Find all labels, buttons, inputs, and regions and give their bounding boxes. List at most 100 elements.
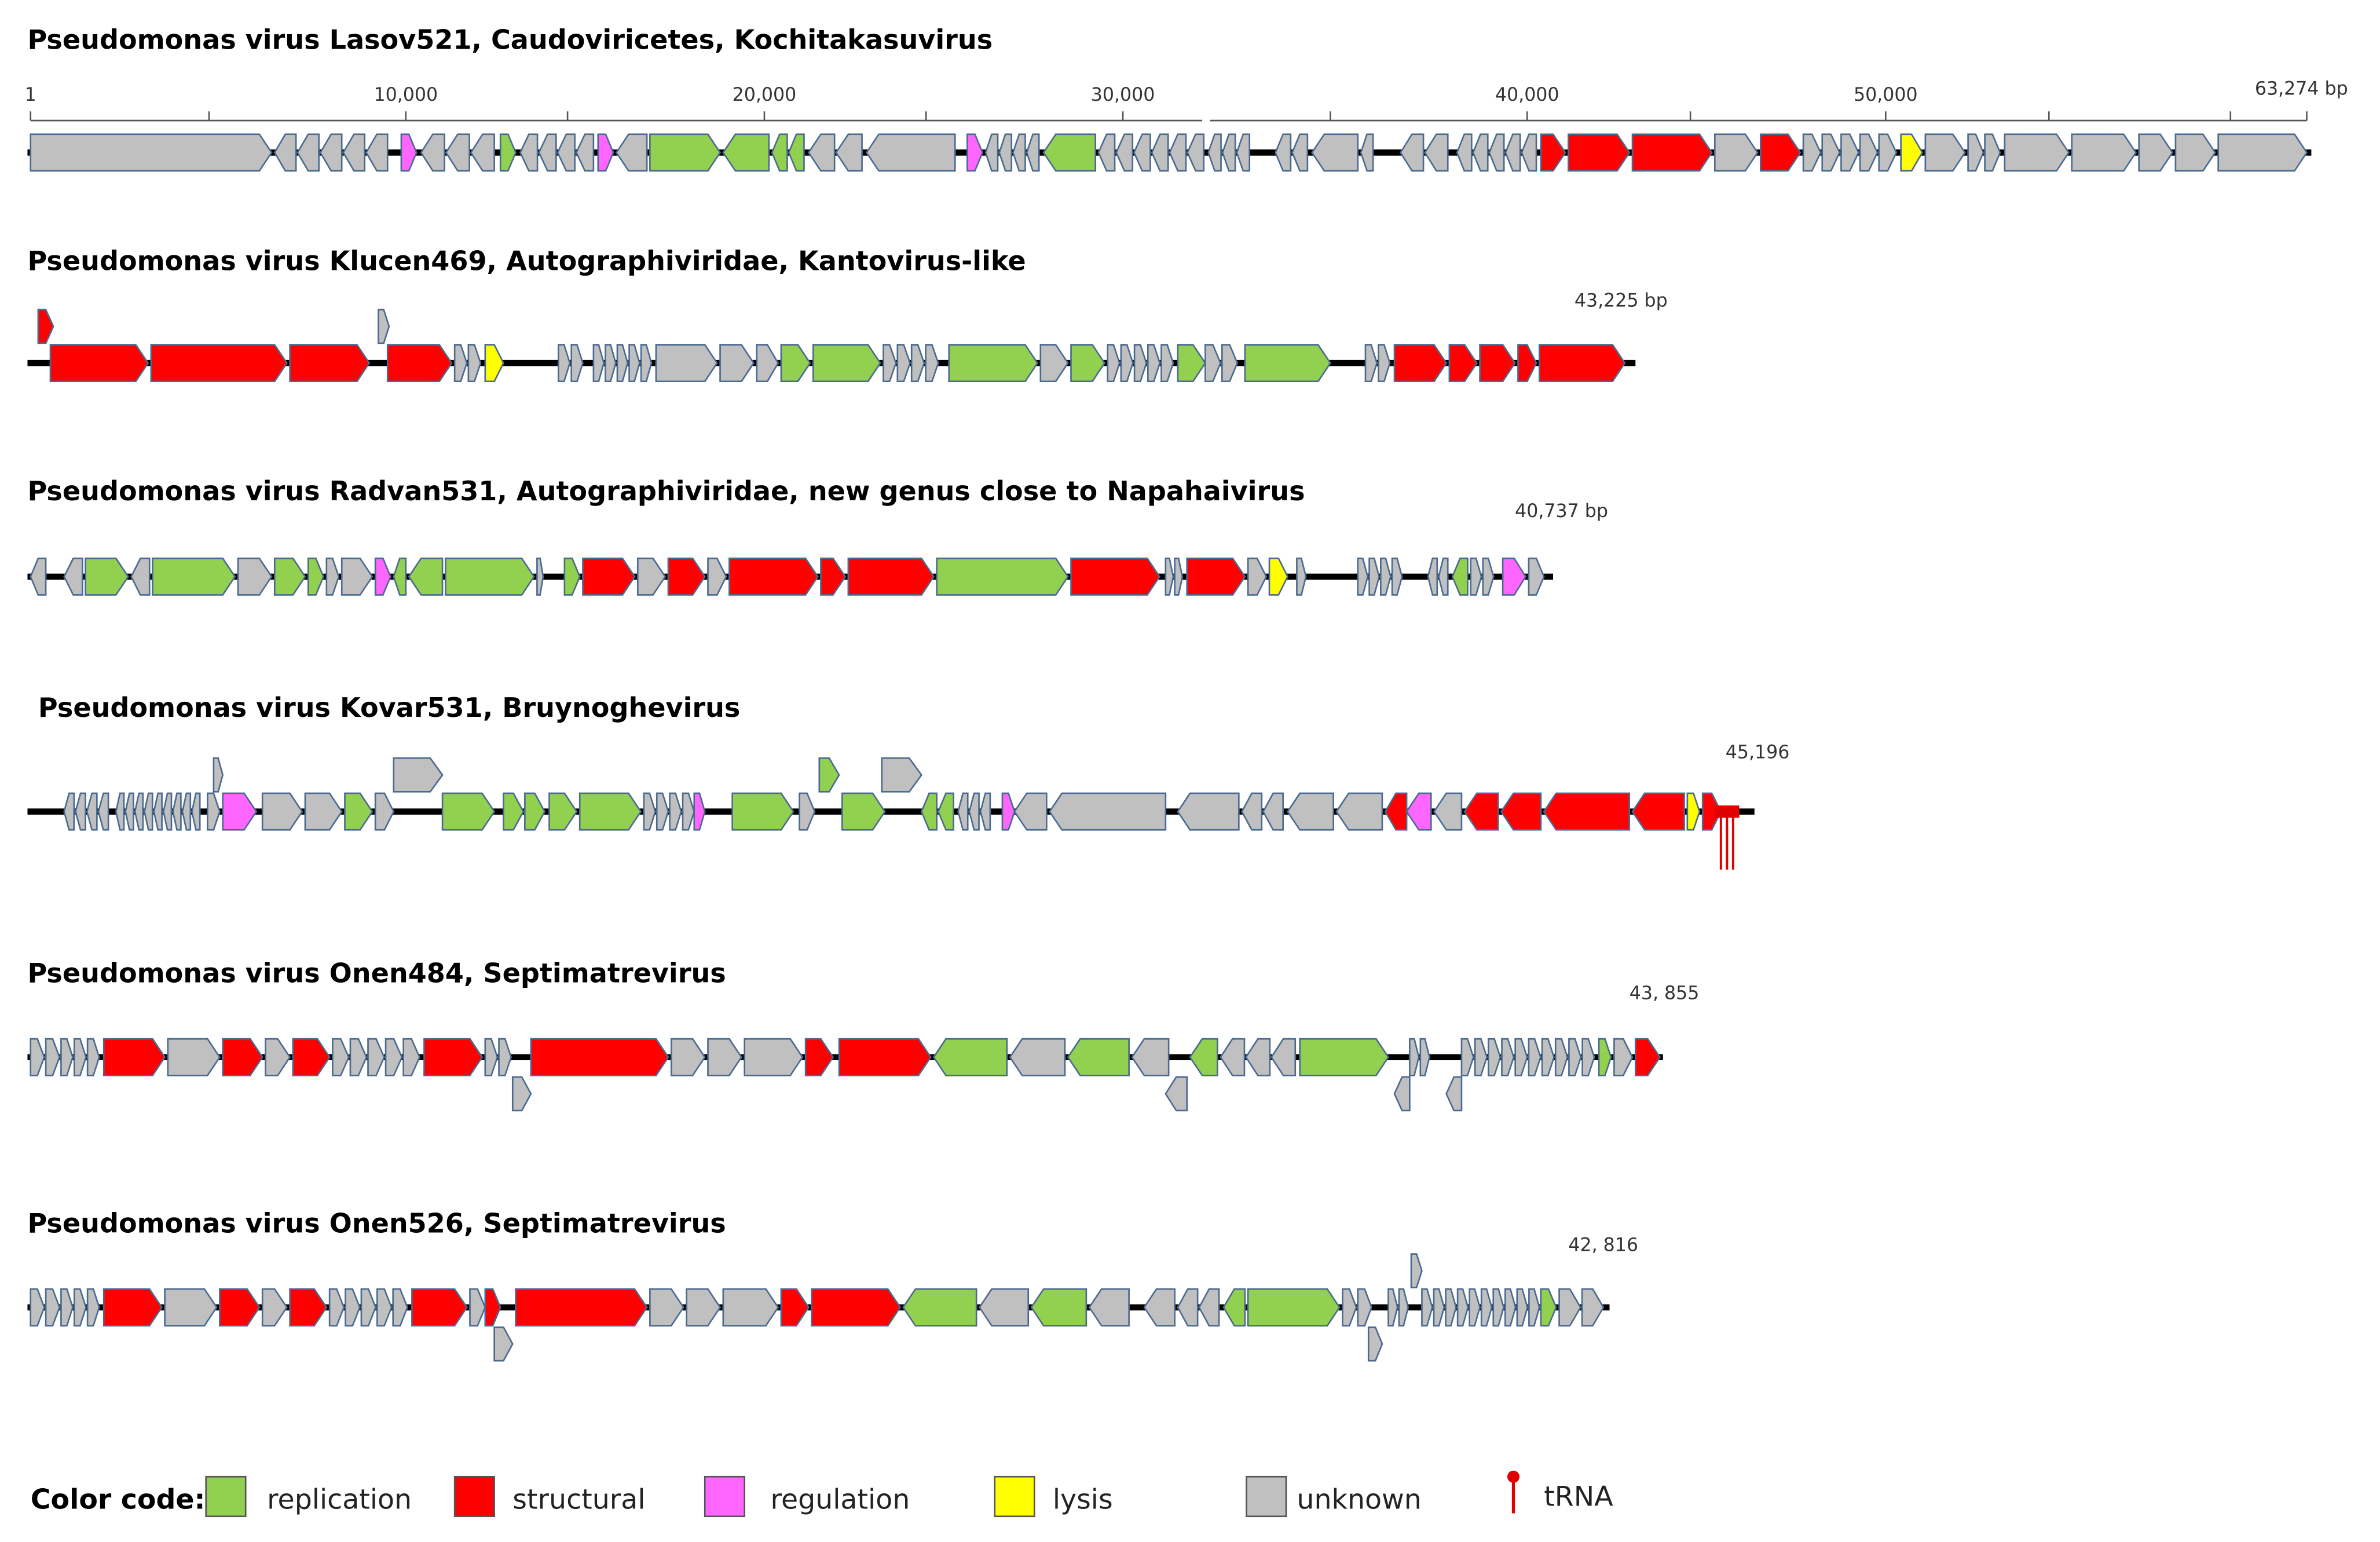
gene-arrow [37, 309, 54, 345]
trna-head [1715, 805, 1740, 818]
gene-arrow [811, 1288, 902, 1327]
gene-arrow [771, 133, 788, 172]
gene-arrow [484, 1038, 499, 1076]
gene-arrow [349, 1038, 368, 1076]
gene-arrow [1189, 1038, 1218, 1076]
legend: Color code: replication structural regul… [31, 1470, 1613, 1518]
gene-arrow [86, 1288, 100, 1327]
gene-arrow [563, 557, 581, 596]
gene-arrow [445, 557, 535, 596]
gene-arrow [345, 1288, 361, 1327]
gene-arrow [97, 792, 109, 831]
gene-arrow [524, 792, 546, 831]
gene-arrow [1634, 1038, 1661, 1076]
gene-arrow [1760, 133, 1802, 172]
gene-arrow [63, 792, 75, 831]
gene-arrow [1097, 133, 1116, 172]
genome-length: 42, 816 [1568, 1235, 1638, 1255]
gene-arrow [1391, 557, 1403, 596]
gene-arrow [1220, 1038, 1246, 1076]
gene-arrow [150, 344, 288, 382]
genome-title: Pseudomonas virus Radvan531, Autographiv… [27, 475, 1305, 507]
gene-arrow [1438, 557, 1449, 596]
gene-arrow [1433, 1288, 1445, 1327]
gene-arrow [979, 792, 991, 831]
gene-arrow [1147, 344, 1161, 382]
gene-arrow [408, 557, 444, 596]
gene-arrow [1262, 792, 1284, 831]
gene-arrow [592, 344, 605, 382]
ruler-label: 50,000 [1854, 85, 1918, 105]
gene-arrow [261, 792, 303, 831]
gene-arrow [1342, 1288, 1357, 1327]
gene-arrow [374, 792, 395, 831]
gene-arrow [910, 344, 925, 382]
gene-arrow [1387, 1288, 1398, 1327]
gene-arrow [1204, 344, 1222, 382]
genome-title: Pseudomonas virus Lasov521, Caudoviricet… [27, 24, 993, 55]
gene-arrow [719, 344, 755, 382]
gene-arrow [1419, 1038, 1430, 1076]
gene-arrow [1463, 792, 1499, 831]
ruler-label: 30,000 [1091, 85, 1155, 105]
gene-arrow [1821, 133, 1841, 172]
gene-arrow [1169, 133, 1187, 172]
gene-arrow [445, 133, 470, 172]
gene-arrow [342, 133, 366, 172]
gene-arrow [1517, 344, 1537, 382]
gene-arrow [707, 557, 727, 596]
gene-arrow [1026, 133, 1040, 172]
gene-arrow [780, 344, 811, 382]
gene-arrow [1984, 133, 2001, 172]
gene-arrow [292, 1038, 331, 1076]
gene-arrow [1502, 557, 1527, 596]
gene-arrow [948, 344, 1039, 382]
gene-arrow [1357, 557, 1369, 596]
gene-arrow [115, 792, 125, 831]
gene-arrow [1528, 1038, 1541, 1076]
legend-swatch [994, 1475, 1035, 1518]
gene-arrow [1421, 1288, 1433, 1327]
gene-arrow [1287, 792, 1334, 831]
gene-arrow [578, 792, 642, 831]
gene-arrow [1448, 344, 1478, 382]
gene-arrow [693, 792, 706, 831]
gene-arrow [643, 792, 656, 831]
gene-arrow [453, 344, 468, 382]
gene-arrow [1631, 133, 1713, 172]
gene-arrow [1598, 1038, 1612, 1076]
gene-arrow [1488, 133, 1505, 172]
gene-arrow [570, 344, 584, 382]
gene-arrow [883, 344, 897, 382]
gene-arrow [835, 133, 863, 172]
gene-arrow [536, 557, 544, 596]
gene-arrow [1245, 1038, 1271, 1076]
gene-arrow [1270, 1038, 1297, 1076]
gene-arrow [30, 1288, 45, 1327]
gene-arrow [325, 557, 340, 596]
gene-arrow [1236, 133, 1251, 172]
gene-arrow [1357, 1288, 1372, 1327]
gene-arrow [1445, 1288, 1457, 1327]
gene-arrow [386, 344, 453, 382]
ruler-label: 40,000 [1495, 85, 1559, 105]
gene-arrow [402, 1038, 420, 1076]
gene-arrow [1424, 133, 1449, 172]
gene-arrow [1558, 1288, 1581, 1327]
gene-arrow [365, 133, 389, 172]
gene-arrow [556, 133, 576, 172]
gene-arrow [615, 133, 648, 172]
gene-arrow [1120, 344, 1134, 382]
gene-arrow [1540, 133, 1566, 172]
gene-arrow [1368, 557, 1381, 596]
gene-arrow [30, 557, 47, 596]
gene-arrow [925, 344, 939, 382]
trna-head [1507, 1470, 1520, 1483]
gene-arrow [191, 792, 201, 831]
gene-arrow [376, 1288, 393, 1327]
gene-arrow [722, 1288, 779, 1327]
gene-arrow [162, 792, 173, 831]
gene-arrow [1460, 1038, 1474, 1076]
gene-arrow [75, 792, 86, 831]
